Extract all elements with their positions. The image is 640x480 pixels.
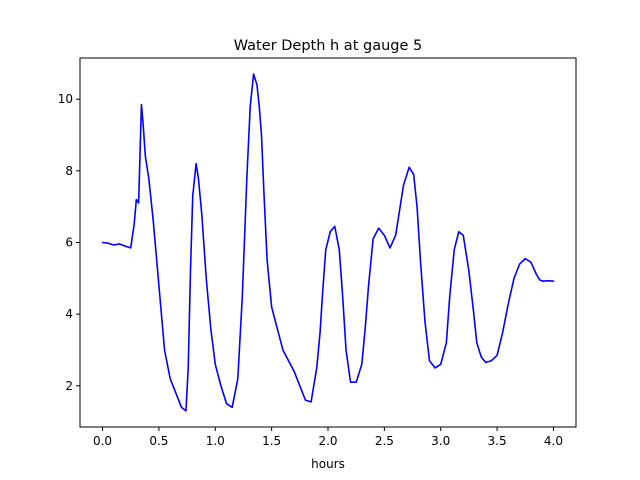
chart-title: Water Depth h at gauge 5 (234, 38, 422, 54)
x-tick-label: 2.0 (318, 434, 337, 448)
y-tick-label: 2 (65, 379, 73, 393)
series-line-0 (101, 73, 555, 412)
x-tick-label: 0.0 (93, 434, 112, 448)
x-axis-label: hours (311, 457, 345, 471)
y-tick-label: 10 (58, 92, 73, 106)
y-tick-label: 8 (65, 164, 73, 178)
x-tick-label: 2.5 (375, 434, 394, 448)
y-tick-label: 4 (65, 307, 73, 321)
y-tick-label: 6 (65, 236, 73, 250)
x-tick-label: 0.5 (149, 434, 168, 448)
x-tick-label: 3.5 (488, 434, 507, 448)
x-tick-label: 1.0 (206, 434, 225, 448)
x-axis: 0.0 0.5 1.0 1.5 2.0 2.5 3.0 3.5 4.0 (93, 427, 563, 448)
x-tick-label: 4.0 (544, 434, 563, 448)
y-axis: 2 4 6 8 10 (58, 92, 80, 393)
x-tick-label: 1.5 (262, 434, 281, 448)
plot-area (79, 57, 577, 428)
x-tick-label: 3.0 (431, 434, 450, 448)
